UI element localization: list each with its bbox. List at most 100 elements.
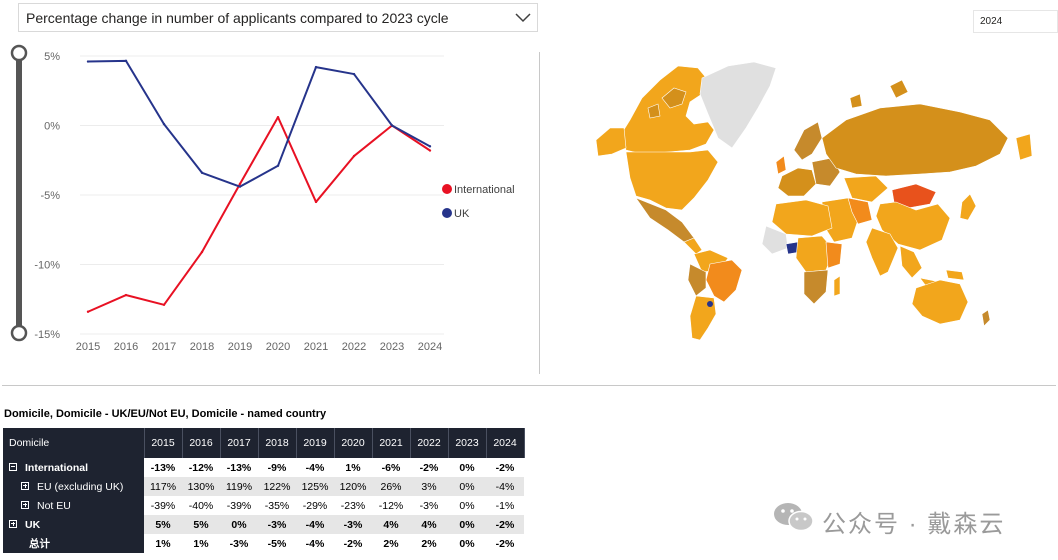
matrix-header-row: Domicile 2015 2016 2017 2018 2019 2020 2… bbox=[3, 428, 525, 458]
table-cell: 0% bbox=[459, 537, 475, 550]
column-header-domicile[interactable]: Domicile bbox=[3, 428, 145, 458]
table-cell: 125% bbox=[296, 477, 334, 496]
map-region-far-east-edge[interactable] bbox=[1015, 133, 1033, 161]
table-cell: 0% bbox=[459, 499, 475, 512]
map-region-south-america-west[interactable] bbox=[687, 263, 707, 297]
legend-label: International bbox=[454, 184, 515, 196]
map-region-brazil[interactable] bbox=[705, 259, 743, 303]
table-cell: -13% bbox=[226, 461, 252, 474]
world-map[interactable] bbox=[590, 58, 1035, 350]
slider-handle-bottom[interactable] bbox=[10, 324, 28, 342]
map-region-japan[interactable] bbox=[959, 193, 977, 221]
table-cell: -3% bbox=[258, 515, 296, 534]
expand-icon[interactable] bbox=[21, 500, 29, 509]
table-cell: -2% bbox=[419, 461, 439, 474]
map-region-south-america-south[interactable] bbox=[689, 295, 717, 341]
map-region-greenland[interactable] bbox=[699, 61, 777, 149]
map-region-madagascar[interactable] bbox=[833, 275, 841, 297]
map-region-western-europe[interactable] bbox=[777, 167, 817, 197]
legend-marker bbox=[442, 184, 452, 194]
measure-dropdown[interactable]: Percentage change in number of applicant… bbox=[18, 3, 538, 32]
column-header-year[interactable]: 2016 bbox=[182, 428, 221, 458]
section-divider bbox=[2, 385, 1056, 386]
legend-label: UK bbox=[454, 208, 470, 220]
column-header-year[interactable]: 2020 bbox=[334, 428, 373, 458]
year-slicer[interactable]: 2024 bbox=[973, 10, 1058, 33]
table-cell: -2% bbox=[486, 515, 524, 534]
map-region-new-zealand[interactable] bbox=[981, 309, 991, 327]
row-header[interactable]: Not EU bbox=[3, 496, 144, 515]
data-point bbox=[238, 185, 242, 188]
column-header-year[interactable]: 2015 bbox=[144, 428, 183, 458]
x-tick-label: 2020 bbox=[266, 341, 290, 353]
map-region-usa[interactable] bbox=[625, 149, 719, 211]
range-slider-icon[interactable] bbox=[8, 44, 30, 344]
row-header[interactable]: EU (excluding UK) bbox=[3, 477, 144, 496]
map-region-alaska[interactable] bbox=[595, 127, 627, 157]
table-cell: -12% bbox=[188, 461, 214, 474]
table-cell: -39% bbox=[150, 499, 176, 512]
y-tick-label: 5% bbox=[44, 51, 60, 63]
map-region-india[interactable] bbox=[865, 227, 899, 277]
table-cell: -4% bbox=[305, 461, 325, 474]
column-header-year[interactable]: 2021 bbox=[372, 428, 411, 458]
y-tick-label: -10% bbox=[34, 260, 60, 272]
x-tick-label: 2023 bbox=[380, 341, 404, 353]
map-region-central-america[interactable] bbox=[683, 237, 703, 255]
table-cell: -39% bbox=[226, 499, 252, 512]
column-header-year[interactable]: 2017 bbox=[220, 428, 259, 458]
data-point bbox=[124, 293, 128, 297]
table-cell: -2% bbox=[343, 537, 363, 550]
expand-icon[interactable] bbox=[9, 519, 17, 528]
table-cell: -4% bbox=[486, 477, 524, 496]
legend-uk[interactable]: UK bbox=[442, 207, 469, 221]
collapse-icon[interactable] bbox=[9, 462, 17, 471]
column-header-year[interactable]: 2019 bbox=[296, 428, 335, 458]
table-cell: 26% bbox=[372, 477, 410, 496]
map-region-southern-africa[interactable] bbox=[803, 269, 829, 305]
column-header-year[interactable]: 2022 bbox=[410, 428, 449, 458]
map-region-kazakhstan[interactable] bbox=[843, 175, 889, 203]
chevron-down-icon bbox=[515, 13, 531, 23]
map-region-china[interactable] bbox=[875, 201, 951, 251]
data-point bbox=[276, 164, 280, 168]
table-cell: 130% bbox=[182, 477, 220, 496]
table-row-total: 总计 1% 1% -3% -5% -4% -2% 2% 2% 0% -2% bbox=[3, 534, 524, 553]
column-header-year[interactable]: 2018 bbox=[258, 428, 297, 458]
x-tick-label: 2024 bbox=[418, 341, 442, 353]
data-point bbox=[314, 200, 318, 204]
map-region-russia[interactable] bbox=[821, 103, 1009, 177]
table-cell: -3% bbox=[334, 515, 372, 534]
map-region-australia[interactable] bbox=[911, 279, 969, 325]
map-region-indonesia-east[interactable] bbox=[945, 269, 965, 281]
map-region-west-africa[interactable] bbox=[761, 225, 789, 255]
map-region-eastern-europe[interactable] bbox=[811, 157, 841, 187]
map-region-east-africa[interactable] bbox=[825, 241, 843, 269]
table-cell: 119% bbox=[220, 477, 258, 496]
map-region-siberia-islands[interactable] bbox=[849, 79, 909, 109]
map-region-canada-north[interactable] bbox=[647, 87, 687, 119]
x-tick-label: 2019 bbox=[228, 341, 252, 353]
table-cell: 5% bbox=[144, 515, 182, 534]
expand-icon[interactable] bbox=[21, 481, 29, 490]
table-cell: -2% bbox=[495, 461, 515, 474]
legend-international[interactable]: International bbox=[442, 183, 515, 197]
x-tick-label: 2021 bbox=[304, 341, 328, 353]
row-header[interactable]: International bbox=[3, 458, 144, 477]
map-region-canada[interactable] bbox=[619, 65, 715, 155]
slider-handle-top[interactable] bbox=[10, 44, 28, 62]
legend-marker bbox=[442, 208, 452, 218]
column-header-year[interactable]: 2024 bbox=[486, 428, 525, 458]
table-cell: 117% bbox=[144, 477, 182, 496]
table-cell: 0% bbox=[448, 477, 486, 496]
map-region-iran[interactable] bbox=[847, 197, 873, 225]
row-header[interactable]: UK bbox=[3, 515, 144, 534]
y-tick-label: -15% bbox=[34, 329, 60, 341]
map-region-uk[interactable] bbox=[775, 155, 787, 175]
x-tick-label: 2017 bbox=[152, 341, 176, 353]
column-header-year[interactable]: 2023 bbox=[448, 428, 487, 458]
map-region-north-africa[interactable] bbox=[771, 199, 833, 237]
table-cell: -4% bbox=[305, 537, 325, 550]
map-region-uruguay[interactable] bbox=[707, 301, 713, 307]
map-region-scandinavia[interactable] bbox=[793, 121, 823, 161]
